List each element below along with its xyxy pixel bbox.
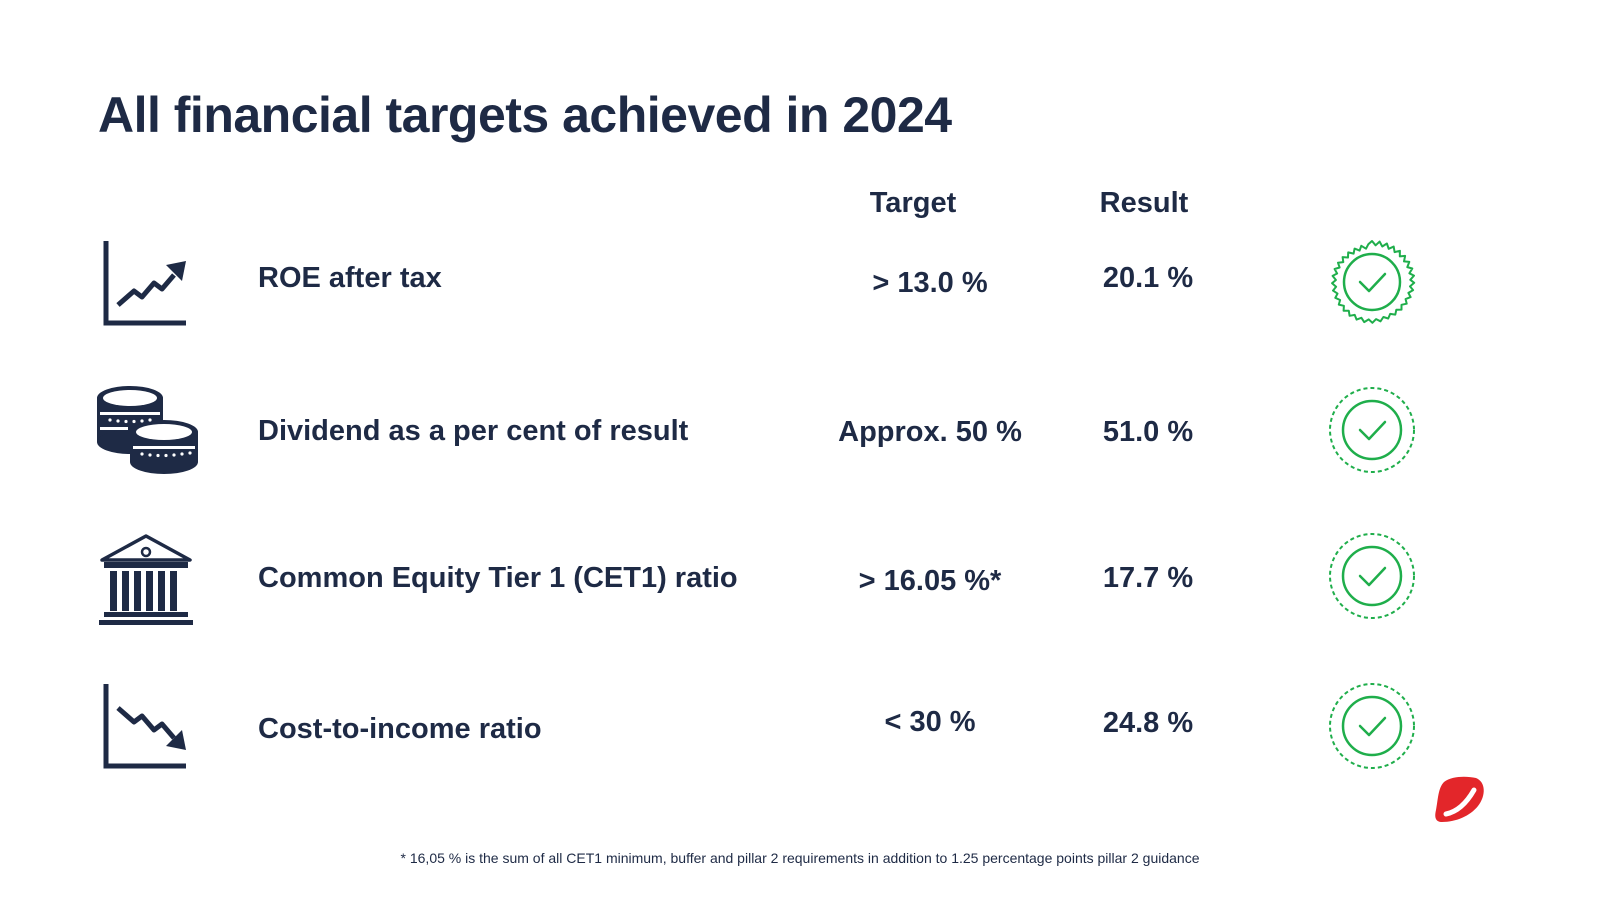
row-label: ROE after tax xyxy=(258,262,442,294)
check-badge-icon xyxy=(1324,528,1420,624)
brand-logo-icon xyxy=(1432,774,1488,826)
check-badge-icon xyxy=(1324,382,1420,478)
table-row-cet1: Common Equity Tier 1 (CET1) ratio > 16.0… xyxy=(0,528,1600,638)
row-target: > 13.0 % xyxy=(872,267,988,299)
row-result: 17.7 % xyxy=(1102,562,1194,594)
row-label: Dividend as a per cent of result xyxy=(258,415,689,447)
bank-building-icon xyxy=(96,530,200,630)
row-result: 20.1 % xyxy=(1102,262,1194,294)
target-column-header: Target xyxy=(869,187,957,219)
row-label: Cost-to-income ratio xyxy=(258,713,542,745)
footnote: * 16,05 % is the sum of all CET1 minimum… xyxy=(400,850,1200,866)
row-label: Common Equity Tier 1 (CET1) ratio xyxy=(258,562,738,594)
table-row-dividend: Dividend as a per cent of result Approx.… xyxy=(0,380,1600,490)
row-target: Approx. 50 % xyxy=(838,416,1022,448)
row-target: > 16.05 %* xyxy=(858,565,1002,597)
table-row-roe: ROE after tax > 13.0 % 20.1 % xyxy=(0,230,1600,340)
coins-icon xyxy=(96,382,200,482)
table-row-cost-to-income: Cost-to-income ratio < 30 % 24.8 % xyxy=(0,678,1600,788)
page-title: All financial targets achieved in 2024 xyxy=(98,87,952,143)
trend-down-chart-icon xyxy=(96,680,200,780)
row-target: < 30 % xyxy=(884,706,976,738)
check-badge-icon xyxy=(1324,678,1420,774)
check-badge-icon xyxy=(1324,234,1420,330)
row-result: 24.8 % xyxy=(1102,707,1194,739)
trend-up-chart-icon xyxy=(96,235,200,335)
row-result: 51.0 % xyxy=(1102,416,1194,448)
result-column-header: Result xyxy=(1099,187,1189,219)
